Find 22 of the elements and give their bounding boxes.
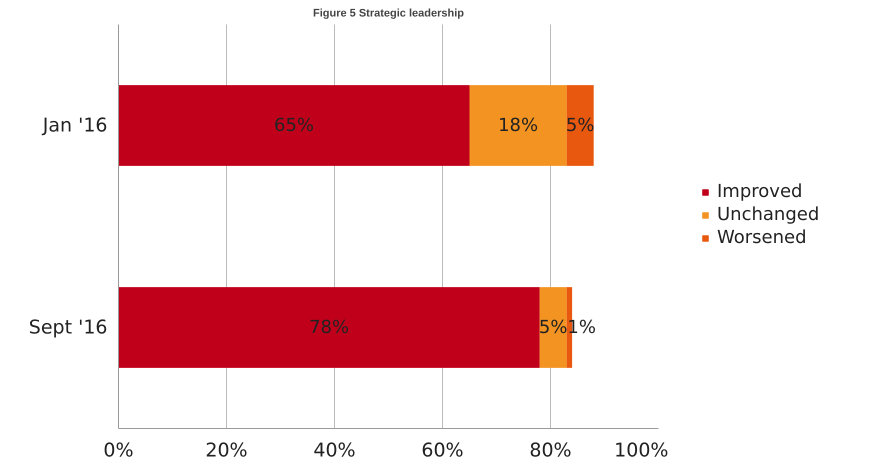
bar [566,85,594,166]
x-tick-label: 20% [205,440,248,462]
x-tick-label: 80% [529,440,572,462]
legend-label: Improved [717,181,802,202]
data-label: 78% [309,317,350,338]
bar [118,85,470,166]
bar [470,85,567,166]
bar [118,287,540,368]
legend-label: Worsened [717,227,807,248]
x-tick-label: 40% [313,440,356,462]
y-tick-label: Jan '16 [42,114,108,136]
data-label: 18% [498,115,538,136]
data-label: 5% [566,115,594,136]
chart-title: Figure 5 Strategic leadership [313,8,464,20]
legend-label: Unchanged [717,204,820,225]
bar [540,287,567,368]
data-label: 5% [538,317,568,338]
data-label: 65% [274,115,314,136]
x-tick-label: 100% [614,440,669,462]
x-tick-label: 0% [103,440,134,462]
y-tick-label: Sept '16 [28,316,108,338]
x-tick-label: 60% [421,440,464,462]
